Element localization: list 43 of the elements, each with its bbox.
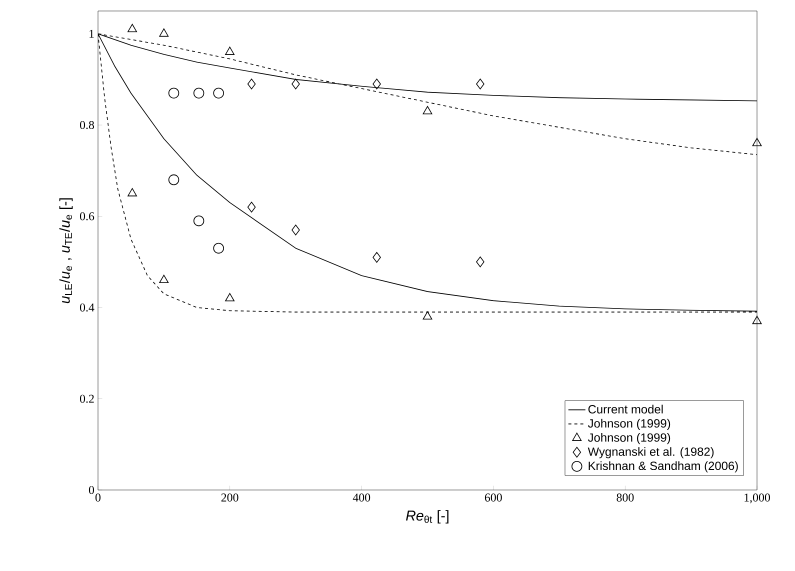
point [193,215,204,226]
point [292,224,300,236]
x-tick-label: 400 [352,494,370,502]
y-tick-label: 0.8 [80,120,94,130]
point [168,88,180,98]
point [213,88,224,98]
legend-label: Wygnanski et al. (1982) [588,447,714,458]
point [128,188,137,196]
point [128,24,137,32]
point [476,256,484,268]
point [422,106,432,114]
point [752,316,762,324]
point [159,274,169,284]
point [225,293,235,302]
y-tick-label: 1 [90,30,94,38]
point [752,138,762,146]
x-tick-label: 0 [95,494,101,502]
y-tick-label: 0.6 [80,212,94,220]
point [247,78,256,90]
point [476,78,484,90]
legend-label: Johnson (1999) [588,433,670,444]
legend-label: Johnson (1999) [588,418,670,430]
point [225,46,235,55]
point [292,78,300,90]
x-tick-label: 600 [484,494,502,502]
legend-label: Current model [588,404,663,414]
y-tick-label: 0 [88,486,94,494]
x-tick-label: 800 [616,494,634,502]
point [193,88,204,98]
y-tick-label: 0.4 [80,303,94,312]
x-axis-title: Re$_{θt}$ [-] [406,510,448,524]
point [213,242,224,254]
y-tick-label: 0.2 [80,394,94,403]
x-tick-label: 200 [221,494,238,502]
legend-label: Krishnan & Sandham (2006) [588,461,738,472]
point [372,252,381,263]
point [168,174,180,186]
point [422,311,432,320]
point [247,202,256,213]
x-tick-label: 1,000 [744,494,770,504]
point [372,78,381,90]
point [159,28,169,37]
text: u$_{LE}$/u$_{e}$ , u$_{TE}$/u$_{e}$ [-] [59,198,73,304]
